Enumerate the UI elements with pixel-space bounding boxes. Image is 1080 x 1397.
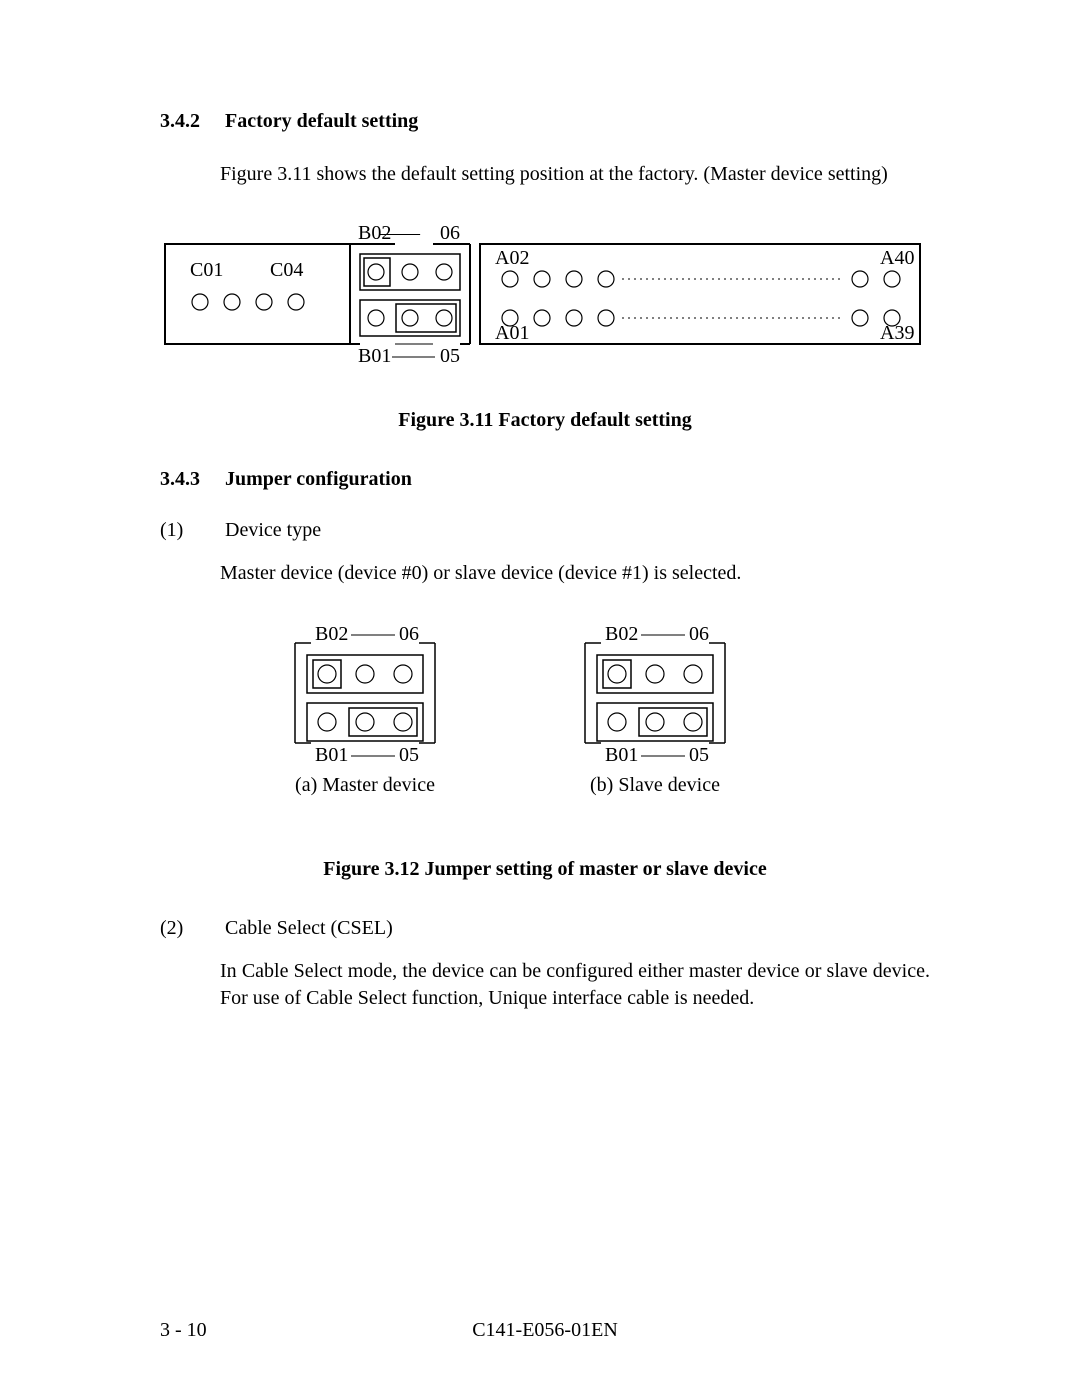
footer: 3 - 10 C141-E056-01EN [160,1319,930,1342]
label-a39: A39 [880,322,914,344]
caption-311: Figure 3.11 Factory default setting [160,409,930,432]
item-1: (1) Device type [160,519,930,542]
s-b01: B01 [605,744,638,766]
item-2-num: (2) [160,917,220,940]
s-b02: B02 [605,623,638,645]
doc-id: C141-E056-01EN [160,1319,930,1342]
item-1-para: Master device (device #0) or slave devic… [220,560,930,587]
para-342: Figure 3.11 shows the default setting po… [220,161,930,188]
label-b05: 05 [440,345,460,367]
m-b05: 05 [399,744,419,766]
figure-312-svg: B02 06 B01 05 ( [265,623,825,823]
item-2-para: In Cable Select mode, the device can be … [220,958,930,1012]
item-2-title: Cable Select (CSEL) [225,917,393,939]
caption-312: Figure 3.12 Jumper setting of master or … [160,858,930,881]
page: 3.4.2 Factory default setting Figure 3.1… [0,0,1080,1397]
label-b01: B01 [358,345,391,367]
m-b06: 06 [399,623,419,645]
item-2: (2) Cable Select (CSEL) [160,917,930,940]
heading-343: 3.4.3 Jumper configuration [160,468,930,491]
caption-a: (a) Master device [295,774,435,796]
label-b06: 06 [440,224,460,244]
item-1-num: (1) [160,519,220,542]
slave-block: B02 06 B01 05 (b) Slave device [585,623,725,796]
heading-342-num: 3.4.2 [160,110,220,133]
master-block: B02 06 B01 05 ( [295,623,435,796]
item-1-title: Device type [225,519,321,541]
s-b05: 05 [689,744,709,766]
m-b01: B01 [315,744,348,766]
figure-312: B02 06 B01 05 ( [160,623,930,828]
s-b06: 06 [689,623,709,645]
label-c01: C01 [190,259,223,281]
c-pins [192,294,304,310]
figure-311-svg: C01 C04 B02 —— 06 [160,224,930,374]
svg-text:——: —— [379,224,421,244]
label-a02: A02 [495,247,529,269]
label-c04: C04 [270,259,303,281]
heading-343-title: Jumper configuration [225,468,412,490]
caption-b: (b) Slave device [590,774,720,796]
label-a40: A40 [880,247,914,269]
heading-342: 3.4.2 Factory default setting [160,110,930,133]
heading-343-num: 3.4.3 [160,468,220,491]
figure-311: C01 C04 B02 —— 06 [160,224,930,379]
m-b02: B02 [315,623,348,645]
b-block: B02 —— 06 B01 05 [350,224,470,367]
heading-342-title: Factory default setting [225,110,418,132]
